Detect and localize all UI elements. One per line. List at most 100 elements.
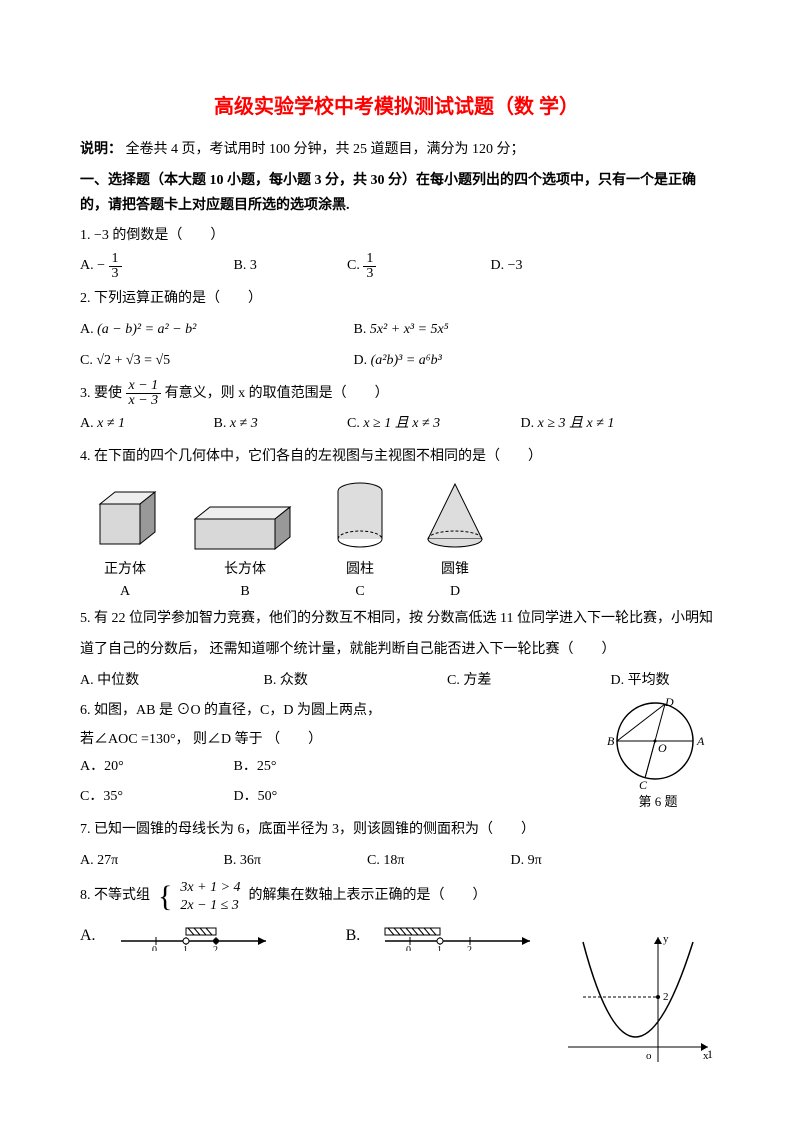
q2-d-label: D. [354, 346, 368, 377]
q1-stem: 1. −3 的倒数是（ ） [80, 221, 713, 252]
svg-text:1: 1 [183, 945, 188, 951]
q6-line2: 若∠AOC =130°， 则∠D 等于 （ ） [80, 729, 583, 751]
q3-options: A. x ≠ 1 B. x ≠ 3 C. x ≥ 1 且 x ≠ 3 D. x … [80, 409, 713, 440]
q7-options: A. 27π B. 36π C. 18π D. 9π [80, 846, 713, 877]
q4-a: A [90, 584, 160, 600]
q4-c: C [330, 584, 390, 600]
brace-icon: { [158, 883, 172, 910]
svg-text:1: 1 [437, 945, 442, 951]
instructions-text: 全卷共 4 页，考试用时 100 分钟，共 25 道题目，满分为 120 分； [126, 142, 525, 157]
svg-text:o: o [646, 1050, 652, 1062]
numberline-b-icon: 0 1 2 [380, 921, 540, 951]
svg-text:0: 0 [406, 945, 411, 951]
q6-a: A．20° [80, 752, 230, 783]
page: 高级实验学校中考模拟测试试题（数 学） 说明： 全卷共 4 页，考试用时 100… [0, 0, 793, 981]
q6-c: C．35° [80, 782, 230, 813]
q8-a-label: A. [80, 927, 96, 945]
q1-c-label: C. [347, 251, 360, 282]
q3-stem: 3. 要使 x − 1x − 3 有意义，则 x 的取值范围是（ ） [80, 379, 713, 410]
q1-b-label: B. [234, 251, 247, 282]
q2-a: (a − b)² = a² − b² [97, 315, 196, 346]
q2-options: A. (a − b)² = a² − b² B. 5x² + x³ = 5x⁵ [80, 315, 713, 346]
q2-b: 5x² + x³ = 5x⁵ [370, 315, 449, 346]
q5-options: A. 中位数 B. 众数 C. 方差 D. 平均数 [80, 666, 713, 697]
q4-cone: 圆锥 D [420, 479, 490, 600]
svg-text:C: C [639, 778, 648, 791]
q4-shapes: 正方体 A 长方体 B 圆柱 C [90, 479, 713, 600]
cone-icon [420, 479, 490, 554]
q6-options-2: C．35° D．50° [80, 782, 583, 813]
q1-c-den: 3 [363, 267, 376, 281]
q3-d: x ≥ 3 且 x ≠ 1 [538, 409, 615, 440]
q4-cylinder-label: 圆柱 [330, 558, 390, 578]
q1-c-num: 1 [363, 252, 376, 267]
q2-d: (a²b)³ = a⁶b³ [371, 346, 442, 377]
instructions-label: 说明： [80, 142, 122, 157]
svg-text:0: 0 [152, 945, 157, 951]
q7-a: A. 27π [80, 846, 220, 877]
q7-d: D. 9π [511, 846, 542, 877]
svg-text:2: 2 [663, 991, 669, 1003]
q1-a-den: 3 [109, 267, 122, 281]
svg-text:A: A [696, 734, 705, 748]
q6: 6. 如图，AB 是 ⊙O 的直径，C，D 为圆上两点， 若∠AOC =130°… [80, 696, 713, 813]
q8-stem-a: 8. 不等式组 [80, 881, 150, 912]
circle-diagram-icon: A B C D O [603, 696, 708, 791]
section-1-header: 一、选择题（本大题 10 小题，每小题 3 分，共 30 分）在每小题列出的四个… [80, 168, 713, 218]
q3-b: x ≠ 3 [230, 409, 258, 440]
q4-cuboid: 长方体 B [190, 499, 300, 600]
q4-cube-label: 正方体 [90, 558, 160, 578]
q6-d: D．50° [234, 782, 278, 813]
q4-cuboid-label: 长方体 [190, 558, 300, 578]
page-number: 1 [707, 1047, 713, 1062]
cylinder-icon [330, 479, 390, 554]
numberline-a-icon: 0 1 2 [116, 921, 276, 951]
q6-figure: A B C D O 第 6 题 [603, 696, 713, 810]
q5-d: D. 平均数 [611, 666, 670, 697]
svg-text:2: 2 [467, 945, 472, 951]
svg-text:B: B [607, 734, 615, 748]
q2-a-label: A. [80, 315, 94, 346]
parabola-figure: y x 2 o [563, 932, 713, 1072]
q5-a: A. 中位数 [80, 666, 260, 697]
cuboid-icon [190, 499, 300, 554]
q4-stem: 4. 在下面的四个几何体中，它们各自的左视图与主视图不相同的是（ ） [80, 442, 713, 473]
q8-stem-b: 的解集在数轴上表示正确的是（ ） [249, 881, 487, 912]
exam-title: 高级实验学校中考模拟测试试题（数 学） [80, 90, 713, 119]
q6-fig-label: 第 6 题 [603, 791, 713, 810]
svg-text:y: y [663, 933, 669, 945]
q3-stem-a: 3. 要使 [80, 386, 126, 401]
q8-b-label: B. [346, 927, 361, 945]
q2-c: √2 + √3 = √5 [96, 346, 170, 377]
q4-b: B [190, 584, 300, 600]
q8-stem: 8. 不等式组 { 3x + 1 > 4 2x − 1 ≤ 3 的解集在数轴上表… [80, 879, 713, 915]
q8-eq1: 3x + 1 > 4 [180, 880, 240, 895]
q2-options-2: C. √2 + √3 = √5 D. (a²b)³ = a⁶b³ [80, 346, 713, 377]
q1-d: −3 [508, 251, 523, 282]
q2-c-label: C. [80, 346, 93, 377]
q3-a: x ≠ 1 [97, 409, 125, 440]
q3-b-label: B. [214, 409, 227, 440]
q4-d: D [420, 584, 490, 600]
q2-stem: 2. 下列运算正确的是（ ） [80, 284, 713, 315]
q4-cone-label: 圆锥 [420, 558, 490, 578]
q3-num: x − 1 [126, 379, 162, 394]
q4-cylinder: 圆柱 C [330, 479, 390, 600]
q6-b: B．25° [234, 752, 277, 783]
q2-b-label: B. [354, 315, 367, 346]
q8-eq2: 2x − 1 ≤ 3 [180, 898, 238, 913]
q7-stem: 7. 已知一圆锥的母线长为 6，底面半径为 3，则该圆锥的侧面积为（ ） [80, 815, 713, 846]
svg-text:D: D [664, 696, 674, 709]
svg-text:O: O [658, 741, 667, 755]
q3-a-label: A. [80, 409, 94, 440]
svg-text:2: 2 [213, 945, 218, 951]
q1-a-label: A. [80, 251, 94, 282]
q5-stem: 5. 有 22 位同学参加智力竞赛，他们的分数互不相同，按 分数高低选 11 位… [80, 604, 713, 666]
q3-den: x − 3 [126, 394, 162, 408]
q1-options: A. − 13 B. 3 C. 13 D. −3 [80, 251, 713, 282]
cube-icon [90, 484, 160, 554]
q1-a-num: 1 [109, 252, 122, 267]
q5-c: C. 方差 [447, 666, 607, 697]
instructions: 说明： 全卷共 4 页，考试用时 100 分钟，共 25 道题目，满分为 120… [80, 137, 713, 162]
q1-b: 3 [250, 251, 257, 282]
